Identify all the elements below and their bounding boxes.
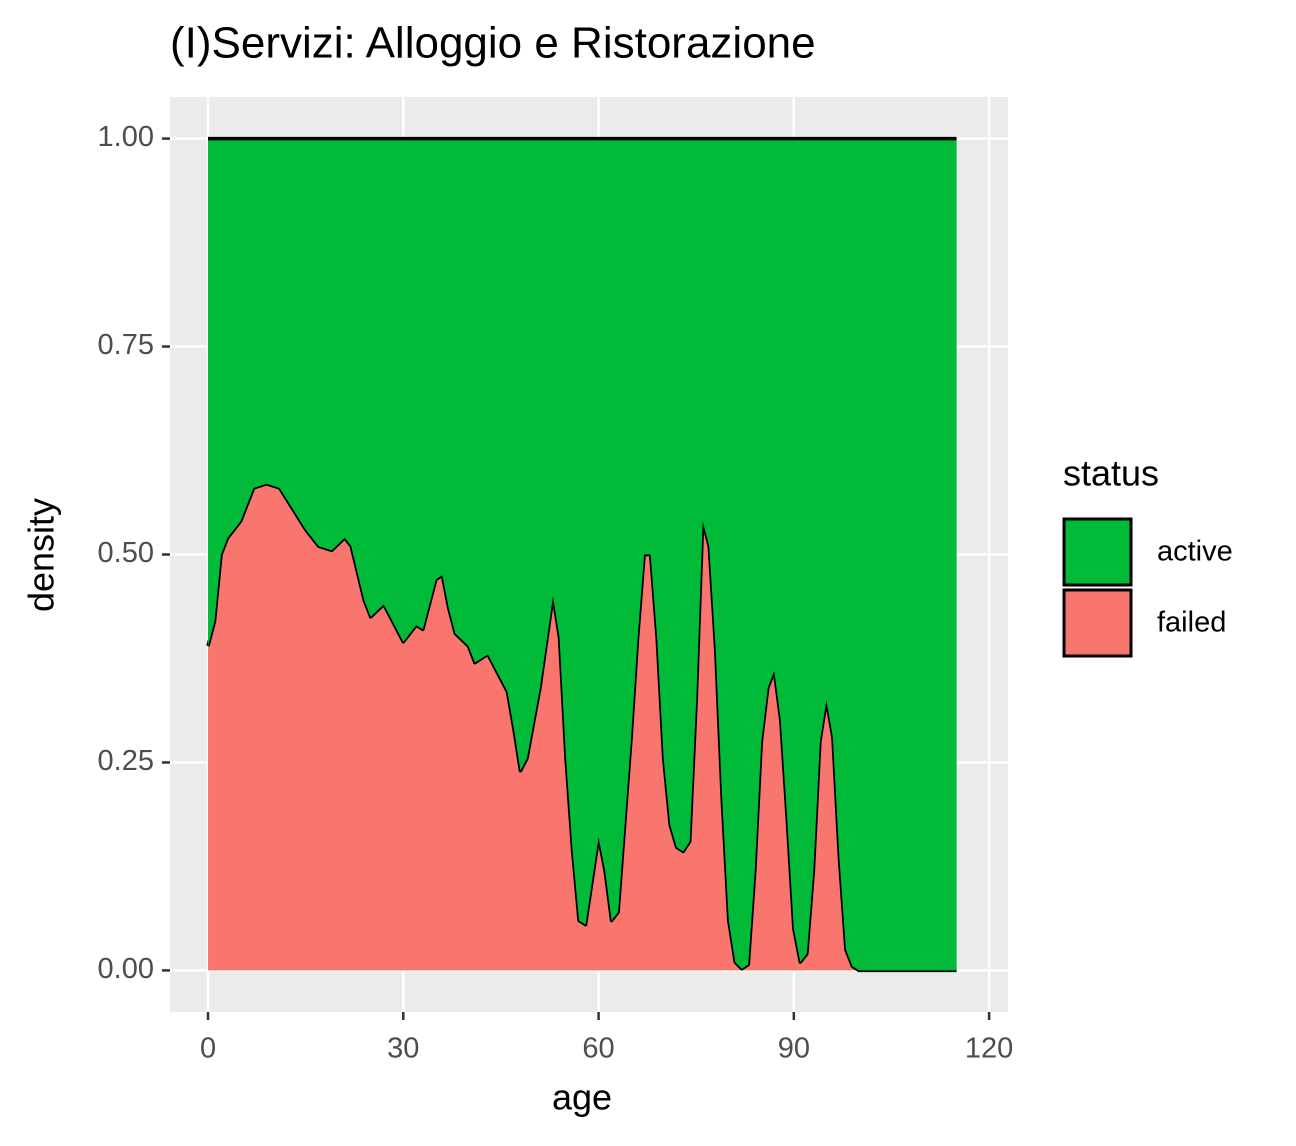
y-tick-label: 0.50 [98, 537, 154, 569]
x-tick-label: 60 [582, 1033, 614, 1065]
area [208, 483, 957, 971]
y-tick-label: 0.25 [98, 745, 154, 777]
x-tick-label: 0 [200, 1033, 216, 1065]
x-tick-label: 30 [387, 1033, 419, 1065]
x-axis-title: age [552, 1077, 612, 1118]
legend-label: failed [1157, 607, 1226, 639]
area [208, 138, 957, 971]
y-tick-label: 0.75 [98, 329, 154, 361]
y-tick-label: 1.00 [98, 121, 154, 153]
y-tick-label: 0.00 [98, 953, 154, 985]
legend-title: status [1063, 453, 1159, 494]
legend-key [1062, 588, 1133, 658]
legend-label: active [1157, 536, 1233, 568]
x-tick-label: 120 [965, 1033, 1013, 1065]
y-axis-title: density [21, 498, 62, 612]
chart-title: (I)Servizi: Alloggio e Ristorazione [170, 19, 816, 68]
x-tick-label: 90 [778, 1033, 810, 1065]
legend-key [1062, 517, 1133, 587]
